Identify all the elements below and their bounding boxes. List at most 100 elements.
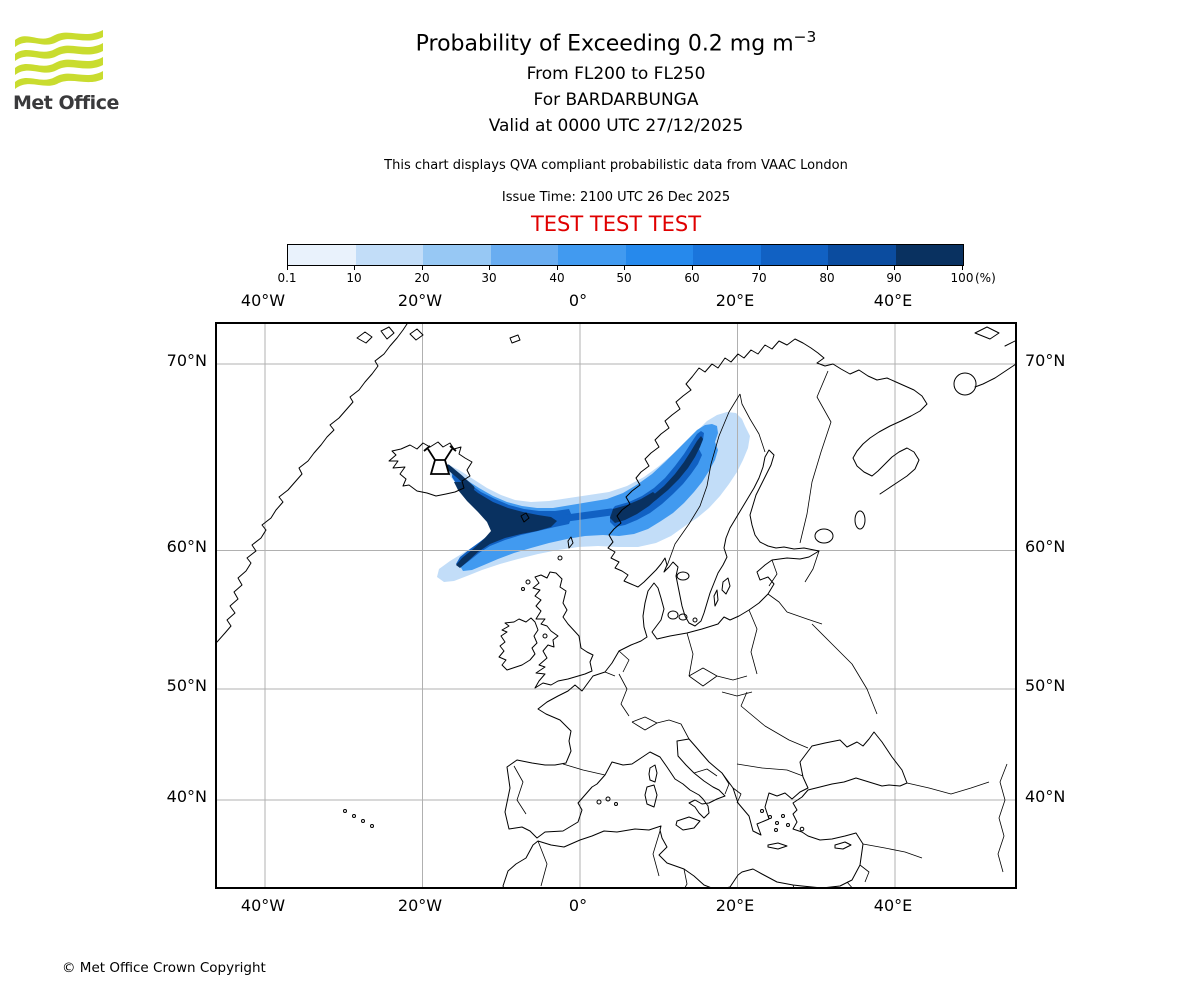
corsica-island (648, 764, 658, 783)
gotland-island (721, 577, 731, 595)
colorbar-tick-label: 50 (616, 271, 632, 285)
isle-of-man (542, 633, 548, 639)
probability-colorbar (287, 244, 964, 266)
title-superscript: −3 (793, 28, 817, 46)
caucasus-caspian-borders (906, 763, 1008, 873)
title-text: Probability of Exceeding 0.2 mg m (415, 31, 794, 57)
lake-onega (854, 510, 866, 530)
copyright-notice: © Met Office Crown Copyright (62, 960, 266, 976)
subtitle-valid-time: Valid at 0000 UTC 27/12/2025 (488, 116, 744, 136)
lat-label-right: 50°N (1025, 676, 1066, 695)
danish-islands (667, 610, 679, 620)
iceland-coast (388, 441, 473, 497)
colorbar-segment (760, 245, 828, 265)
colorbar-tick-label: 70 (751, 271, 767, 285)
jan-mayen-island (509, 334, 521, 344)
colorbar-segment (288, 245, 356, 265)
lake-vanern (676, 571, 690, 581)
lat-label-right: 60°N (1025, 537, 1066, 556)
colorbar-tick-labels: 0.1 10 20 30 40 50 60 70 80 90 100 (277, 271, 973, 287)
north-africa-borders (537, 830, 856, 892)
colorbar-tick-label: 30 (481, 271, 497, 285)
cyprus-island (834, 841, 852, 850)
balkan-borders (693, 705, 809, 804)
hebrides-islands (521, 587, 525, 591)
lat-label-right: 70°N (1025, 351, 1066, 370)
colorbar-tick-label: 20 (414, 271, 430, 285)
lat-label-left: 60°N (166, 537, 207, 556)
colorbar-tick-label: 100 (950, 271, 974, 285)
crete-island (767, 842, 788, 850)
colorbar-tick-label: 60 (684, 271, 700, 285)
lat-label-left: 50°N (166, 676, 207, 695)
lon-label-bottom: 20°E (715, 896, 755, 915)
coastlines (216, 323, 1020, 892)
lat-label-left: 40°N (166, 787, 207, 806)
plume-prob-max-fork (454, 482, 557, 568)
eastern-europe-borders (748, 550, 878, 715)
subtitle-volcano: For BARDARBUNGA (533, 90, 699, 110)
logo-wave-band-group (15, 30, 103, 89)
met-office-logo-text: Met Office (13, 92, 119, 114)
colorbar-tick-label: 80 (819, 271, 835, 285)
lake-ladoga (814, 528, 834, 544)
volcano-cone-icon (429, 459, 451, 475)
lon-label-top: 20°W (397, 291, 443, 310)
danish-islands (678, 613, 688, 621)
page-title: Probability of Exceeding 0.2 mg m−3 (216, 28, 1016, 56)
subtitle-flight-levels: From FL200 to FL250 (526, 64, 706, 84)
europe-mainland-coast (502, 550, 908, 892)
colorbar-segment (490, 245, 558, 265)
colorbar-tick-label: 0.1 (277, 271, 297, 285)
middle-east-borders (859, 843, 923, 883)
lon-label-bottom: 20°W (397, 896, 443, 915)
ireland-coast (498, 617, 539, 671)
colorbar-segment (693, 245, 761, 265)
oland-island (713, 589, 719, 607)
iberia-borders (513, 763, 606, 815)
volcano-eruption-lines-icon (423, 445, 457, 461)
test-banner: TEST TEST TEST (530, 212, 702, 236)
lon-label-top: 40°E (873, 291, 913, 310)
scandinavia-baltic-coast (607, 376, 820, 627)
plume-band-spine (563, 508, 615, 522)
colorbar-segment (558, 245, 626, 265)
lat-label-left: 70°N (166, 351, 207, 370)
map-panel (215, 322, 1020, 892)
europe-map (216, 323, 1020, 892)
plume-prob-max-coast-blob (610, 492, 659, 523)
colorbar-unit-label: (%) (975, 271, 996, 285)
lon-label-top: 20°E (715, 291, 755, 310)
colorbar-tick-label: 40 (549, 271, 565, 285)
country-borders (513, 370, 1008, 892)
norway-north-kola-coast (691, 338, 928, 495)
bornholm-island (692, 617, 698, 623)
colorbar-ticks (287, 265, 964, 271)
lon-label-bottom: 40°E (873, 896, 913, 915)
ash-plume-layer (437, 412, 750, 582)
colorbar-tick-label: 90 (886, 271, 902, 285)
aegean-islands (760, 809, 805, 832)
great-britain-coast (532, 571, 594, 689)
lon-label-top: 40°W (240, 291, 286, 310)
colorbar-segment (895, 245, 963, 265)
plume-source-streak (445, 464, 475, 491)
colorbar-segment (828, 245, 896, 265)
orkney-islands (557, 555, 563, 561)
sicily-island (675, 816, 701, 831)
lon-label-top: 0° (568, 291, 588, 310)
faroe-islands (520, 512, 530, 523)
qva-description: This chart displays QVA compliant probab… (384, 158, 848, 173)
colorbar-segment (625, 245, 693, 265)
colorbar-segment (355, 245, 423, 265)
sardinia-island (644, 784, 658, 808)
balearic-islands (596, 796, 618, 806)
lon-label-bottom: 40°W (240, 896, 286, 915)
volcano-marker (423, 445, 457, 475)
azores-islands (343, 809, 374, 828)
central-europe-borders (604, 632, 753, 740)
lat-label-right: 40°N (1025, 787, 1066, 806)
greenland-islets (356, 326, 424, 344)
lon-label-bottom: 0° (568, 896, 588, 915)
